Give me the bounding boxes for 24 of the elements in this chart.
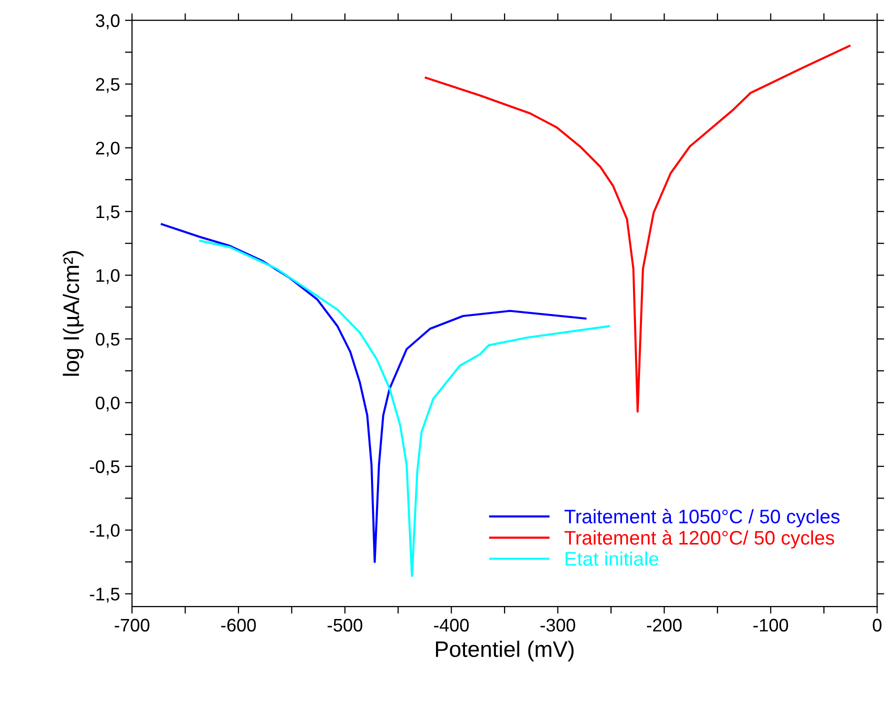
x-tick-label: -400	[434, 618, 469, 632]
x-tick-label: -300	[540, 618, 576, 632]
x-tick-label: -200	[646, 618, 682, 632]
y-tick-label: 2,5	[96, 78, 120, 93]
y-axis-title: log I(µA/cm²)	[62, 251, 84, 376]
y-tick-label: 3,0	[96, 14, 120, 30]
legend-label: Traitement à 1050°C / 50 cycles	[564, 508, 840, 528]
y-tick-label: 0,5	[96, 332, 120, 348]
legend-label: Traitement à 1200°C/ 50 cycles	[564, 530, 834, 549]
y-tick-label: 2,0	[96, 142, 120, 157]
x-tick-label: 0	[872, 618, 882, 632]
x-tick-label: -600	[221, 618, 256, 632]
legend-label: Etat initiale	[566, 551, 658, 566]
y-tick-label: -0,5	[90, 460, 120, 476]
x-axis-title: Potentiel (mV)	[436, 640, 574, 662]
y-tick-label: 0,0	[96, 396, 120, 412]
x-tick-label: -700	[114, 618, 150, 632]
x-tick-label: -500	[328, 618, 362, 632]
line-series	[424, 44, 851, 413]
y-tick-label: 1,5	[96, 206, 120, 220]
y-tick-label: 1,0	[96, 269, 120, 284]
y-tick-label: -1,5	[90, 588, 120, 603]
y-tick-label: -1,0	[90, 524, 120, 539]
x-tick-label: -100	[753, 618, 788, 632]
